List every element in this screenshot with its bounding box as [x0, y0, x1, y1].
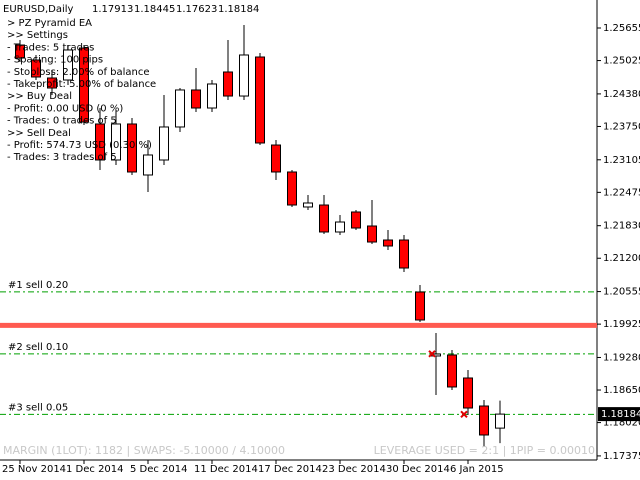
symbol-title: EURUSD,Daily — [3, 4, 74, 15]
info-line: > PZ Pyramid EA — [7, 18, 92, 29]
candle-body — [335, 221, 345, 233]
sell-arrow — [428, 350, 436, 358]
candle-body — [127, 123, 137, 173]
info-line: - Spacing: 100 pips — [7, 55, 103, 66]
candle-body — [207, 83, 217, 109]
footer-left: MARGIN (1LOT): 1182 | SWAPS: -5.10000 / … — [3, 444, 285, 457]
info-line: - Profit: 0.00 USD (0 %) — [7, 103, 123, 114]
candle-body — [223, 71, 233, 97]
y-tick-label: 1.23750 — [603, 121, 640, 132]
candle-body — [271, 144, 281, 173]
candle-body — [15, 44, 25, 59]
y-tick-label: 1.23105 — [603, 155, 640, 166]
candle-body — [95, 123, 105, 161]
info-line: - Profit: 574.73 USD (0.30 %) — [7, 140, 152, 151]
x-tick-label: 1 Dec 2014 — [66, 464, 124, 475]
candle-body — [239, 54, 249, 97]
candle-body — [175, 89, 185, 128]
candle-body — [111, 123, 121, 161]
ohlc-value: 1.17623 — [176, 4, 217, 15]
y-tick-label: 1.21830 — [603, 221, 640, 232]
sell-arrow — [460, 410, 468, 419]
candle-body — [31, 59, 41, 78]
order-level-label: #3 sell 0.05 — [8, 402, 68, 413]
info-line: >> Buy Deal — [7, 91, 72, 102]
candle-body — [255, 56, 265, 144]
y-tick-label: 1.21200 — [603, 253, 640, 264]
x-tick-label: 11 Dec 2014 — [194, 464, 258, 475]
y-tick-label: 1.19925 — [603, 319, 640, 330]
info-line: - Trades: 3 trades of 5 — [7, 152, 117, 163]
y-tick-label: 1.18650 — [603, 385, 640, 396]
y-tick-label: 1.17375 — [603, 451, 640, 462]
info-line: - Takeprofit: 5.00% of balance — [7, 79, 156, 90]
order-level-label: #2 sell 0.10 — [8, 342, 68, 353]
y-tick-label: 1.25025 — [603, 56, 640, 67]
info-line: >> Settings — [7, 30, 68, 41]
x-tick-label: 6 Jan 2015 — [450, 464, 504, 475]
candle-body — [383, 239, 393, 247]
candle-body — [79, 47, 89, 123]
candle-body — [63, 49, 73, 81]
y-tick-label: 1.20555 — [603, 287, 640, 298]
candle-body — [415, 291, 425, 321]
candle-body — [47, 77, 57, 89]
x-tick-label: 17 Dec 2014 — [258, 464, 322, 475]
y-tick-label: 1.19280 — [603, 352, 640, 363]
ohlc-value: 1.18445 — [134, 4, 175, 15]
candle-body — [319, 204, 329, 233]
candle-body — [399, 239, 409, 269]
y-tick-label: 1.22475 — [603, 187, 640, 198]
x-tick-label: 25 Nov 2014 — [2, 464, 66, 475]
candle-body — [351, 211, 361, 229]
candle-body — [447, 354, 457, 388]
info-line: >> Sell Deal — [7, 128, 71, 139]
ohlc-value: 1.18184 — [218, 4, 259, 15]
y-tick-label: 1.18020 — [603, 418, 640, 429]
candle-body — [287, 171, 297, 206]
current-price-box — [598, 407, 640, 422]
ohlc-value: 1.17913 — [92, 4, 133, 15]
x-tick-label: 5 Dec 2014 — [130, 464, 188, 475]
order-level-label: #1 sell 0.20 — [8, 280, 68, 291]
candle-body — [463, 377, 473, 409]
candle-body — [303, 202, 313, 208]
candle-body — [143, 154, 153, 176]
candle-body — [191, 89, 201, 109]
y-tick-label: 1.25655 — [603, 23, 640, 34]
candle-body — [479, 405, 489, 436]
info-line: - Trades: 0 trades of 5 — [7, 116, 117, 127]
info-line: - Trades: 5 trades — [7, 42, 94, 53]
candle-body — [495, 413, 505, 429]
x-tick-label: 23 Dec 2014 — [322, 464, 386, 475]
info-line: - Stoploss: 2.00% of balance — [7, 67, 150, 78]
y-tick-label: 1.24380 — [603, 89, 640, 100]
current-price-label: 1.18184 — [601, 409, 640, 420]
candle-body — [159, 126, 169, 161]
x-tick-label: 30 Dec 2014 — [386, 464, 450, 475]
footer-right: LEVERAGE USED = 2:1 | 1PIP = 0.00010 — [374, 444, 595, 457]
candle-body — [367, 225, 377, 243]
